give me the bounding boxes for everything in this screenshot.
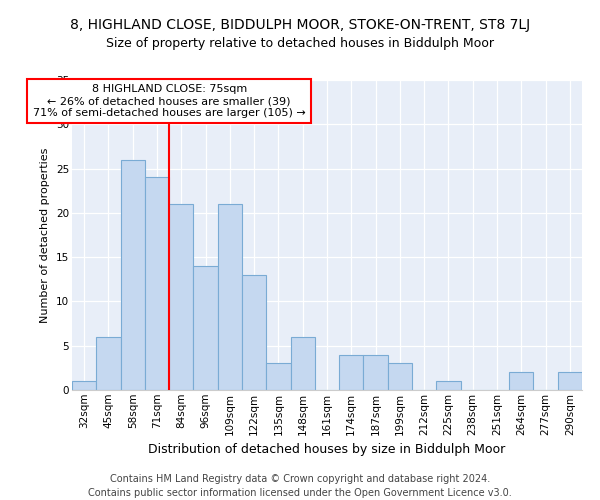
Text: 8 HIGHLAND CLOSE: 75sqm
← 26% of detached houses are smaller (39)
71% of semi-de: 8 HIGHLAND CLOSE: 75sqm ← 26% of detache…	[33, 84, 305, 117]
Bar	[121, 160, 145, 390]
Bar	[193, 266, 218, 390]
Bar	[96, 337, 121, 390]
Bar	[169, 204, 193, 390]
Y-axis label: Number of detached properties: Number of detached properties	[40, 148, 50, 322]
Text: 8, HIGHLAND CLOSE, BIDDULPH MOOR, STOKE-ON-TRENT, ST8 7LJ: 8, HIGHLAND CLOSE, BIDDULPH MOOR, STOKE-…	[70, 18, 530, 32]
Bar	[364, 354, 388, 390]
Bar	[145, 178, 169, 390]
Bar	[436, 381, 461, 390]
Bar	[509, 372, 533, 390]
Bar	[242, 275, 266, 390]
Bar	[558, 372, 582, 390]
Bar	[290, 337, 315, 390]
Text: Contains HM Land Registry data © Crown copyright and database right 2024.
Contai: Contains HM Land Registry data © Crown c…	[88, 474, 512, 498]
X-axis label: Distribution of detached houses by size in Biddulph Moor: Distribution of detached houses by size …	[148, 443, 506, 456]
Bar	[388, 364, 412, 390]
Bar	[339, 354, 364, 390]
Bar	[72, 381, 96, 390]
Bar	[266, 364, 290, 390]
Bar	[218, 204, 242, 390]
Text: Size of property relative to detached houses in Biddulph Moor: Size of property relative to detached ho…	[106, 38, 494, 51]
